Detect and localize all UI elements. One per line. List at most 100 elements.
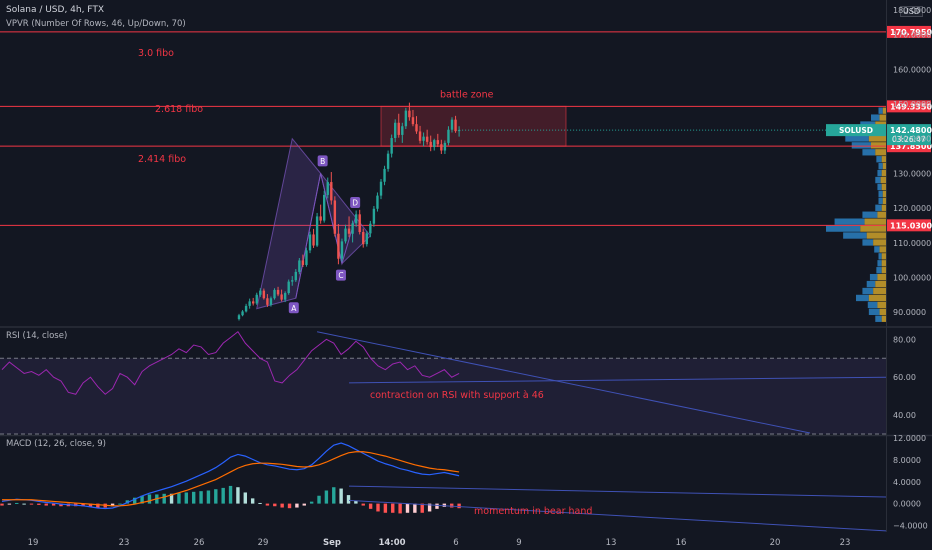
volume-profile-up-bar	[876, 267, 882, 274]
level-price-label: 137.8500	[890, 142, 932, 151]
candle-body	[312, 234, 315, 246]
volume-profile-down-bar	[875, 149, 886, 156]
x-tick-label: 23	[119, 538, 130, 548]
macd-title: MACD (12, 26, close, 9)	[6, 439, 106, 449]
macd-line	[1, 442, 460, 510]
volume-profile-down-bar	[881, 260, 886, 267]
macd-histogram-bar	[339, 488, 343, 504]
level-price-label: 149.3350	[890, 102, 932, 111]
price-tick-label: 140.0000	[893, 135, 931, 144]
candle-body	[244, 305, 248, 312]
macd-histogram-bar	[405, 503, 410, 513]
macd-histogram-bar	[450, 503, 454, 508]
macd-histogram-bar	[214, 489, 218, 504]
volume-profile-down-bar	[881, 204, 886, 211]
pattern-point-badge	[288, 302, 299, 314]
candle-body	[326, 182, 329, 195]
level-annotation: 2.414 fibo	[138, 154, 186, 165]
x-tick-label: 20	[770, 538, 781, 548]
volume-profile-down-bar	[873, 287, 886, 295]
price-tick-label: 170.0000	[893, 31, 931, 40]
signal-line	[2, 451, 460, 507]
volume-profile-up-bar	[866, 280, 876, 288]
last-price-label: 142.4800	[890, 126, 932, 135]
candle-body	[301, 260, 305, 265]
volume-profile-down-bar	[881, 267, 886, 274]
macd-histogram-bar	[427, 503, 432, 512]
candle-body	[252, 301, 255, 304]
candle-body	[454, 119, 457, 132]
symbol-tag	[826, 124, 886, 137]
volume-profile-up-bar	[834, 218, 865, 225]
indicator-label: VPVR (Number Of Rows, 46, Up/Down, 70)	[6, 19, 186, 29]
macd-histogram-bar	[280, 503, 284, 508]
macd-histogram-bar	[258, 502, 262, 504]
candle-body	[259, 290, 262, 295]
macd-histogram-bar	[265, 503, 270, 506]
macd-histogram-bar	[44, 503, 48, 506]
macd-histogram-bar	[457, 503, 461, 509]
macd-histogram-bar	[29, 503, 34, 505]
candle-body	[411, 117, 415, 125]
macd-histogram-bar	[7, 503, 12, 505]
candle-body	[390, 138, 393, 154]
macd-histogram-bar	[177, 493, 181, 504]
macd-histogram-bar	[236, 487, 240, 504]
macd-tick-label: −4.0000	[893, 521, 928, 530]
candle-body	[237, 315, 241, 320]
candle-body	[372, 208, 376, 224]
candle-body	[344, 228, 347, 242]
macd-histogram-bar	[324, 490, 329, 504]
x-tick-label: 16	[676, 538, 687, 548]
candle-body	[447, 129, 450, 143]
currency-badge[interactable]: USD	[900, 6, 924, 17]
macd-histogram-bar	[206, 490, 211, 504]
volume-profile-down-bar	[877, 211, 886, 218]
candle-body	[340, 241, 344, 259]
candle-body	[383, 168, 386, 182]
macd-histogram-bar	[302, 503, 306, 506]
macd-histogram-bar	[133, 497, 137, 504]
candle-body	[266, 298, 269, 305]
volume-profile-up-bar	[877, 169, 882, 177]
volume-profile-up-bar	[862, 211, 878, 218]
macd-histogram-bar	[332, 487, 336, 504]
volume-profile-up-bar	[875, 204, 882, 211]
macd-histogram-bar	[110, 503, 115, 507]
pattern-point-badge	[335, 269, 346, 281]
rsi-title: RSI (14, close)	[6, 331, 68, 341]
macd-histogram-bar	[243, 492, 247, 504]
macd-histogram-bar	[435, 503, 439, 509]
macd-histogram-bar	[118, 503, 122, 505]
volume-profile-down-bar	[868, 135, 886, 142]
candle-body	[319, 216, 322, 221]
volume-profile-up-bar	[878, 190, 883, 198]
volume-profile-down-bar	[871, 142, 886, 149]
macd-histogram-bar	[0, 503, 4, 506]
candle-body	[369, 223, 372, 234]
rsi-tick-label: 80.00	[893, 335, 916, 344]
macd-histogram-bar	[96, 503, 100, 508]
candle-body	[287, 281, 290, 294]
volume-profile-up-bar	[845, 135, 869, 142]
candle-body	[308, 234, 312, 251]
macd-histogram-bar	[169, 493, 174, 504]
candle-body	[315, 216, 319, 246]
macd-histogram-bar	[346, 495, 351, 504]
macd-histogram-bar	[15, 502, 19, 504]
volume-profile-up-bar	[874, 246, 880, 253]
macd-lower-trendline	[349, 499, 887, 532]
candle-body	[379, 181, 383, 196]
candle-body	[450, 119, 454, 130]
pattern-point-badge	[350, 197, 361, 209]
candle-body	[422, 136, 425, 141]
volume-profile-down-bar	[882, 197, 886, 205]
candle-body	[365, 233, 368, 245]
candle-body	[415, 124, 418, 132]
countdown-label: 03:26:47	[892, 135, 926, 144]
macd-tick-label: 12.0000	[893, 434, 926, 443]
macd-histogram-bar	[250, 498, 255, 504]
rsi-line	[1, 331, 460, 395]
candle-body	[298, 260, 301, 272]
